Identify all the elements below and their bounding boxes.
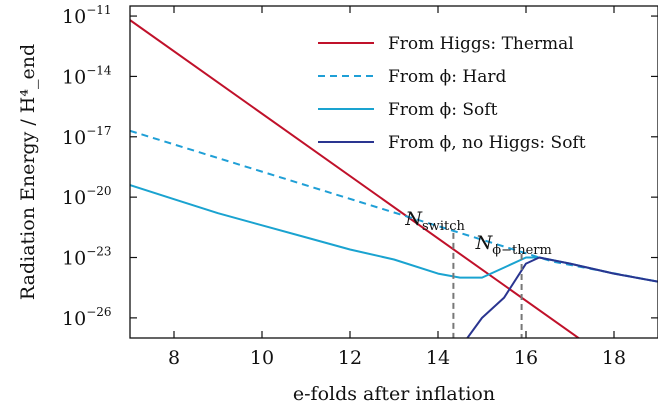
series-line-3 xyxy=(466,256,658,338)
legend: From Higgs: Thermal From ϕ: Hard From ϕ: S… xyxy=(318,34,586,153)
y-tick-label: 10−26 xyxy=(62,305,112,330)
y-tick-label: 10−20 xyxy=(62,184,112,209)
x-tick-label: 8 xyxy=(168,347,180,369)
y-tick-label: 10−17 xyxy=(62,124,112,149)
annotation-label: Nϕ−therm xyxy=(475,232,552,258)
plot-frame xyxy=(129,5,658,339)
x-tick-label: 18 xyxy=(602,347,626,369)
plot-area xyxy=(130,19,658,338)
x-tick-label: 10 xyxy=(250,347,274,369)
legend-entry: From Higgs: Thermal xyxy=(388,34,574,54)
x-axis-label: e-folds after inflation xyxy=(293,383,495,405)
series-line-0 xyxy=(130,19,581,338)
annotation-layer: Nswitch Nϕ−therm xyxy=(404,208,552,338)
series-line-1 xyxy=(130,129,658,283)
y-tick-label: 10−14 xyxy=(62,63,112,88)
legend-entry: From ϕ, no Higgs: Soft xyxy=(388,133,586,153)
y-axis-label: Radiation Energy / H⁴_end xyxy=(17,44,39,300)
x-tick-label: 14 xyxy=(426,347,450,369)
y-tick-label: 10−11 xyxy=(62,3,112,28)
annotation-label: Nswitch xyxy=(404,208,465,234)
x-tick-label: 16 xyxy=(514,347,538,369)
tick-layer: 8 10 12 14 16 18 10−11 10−14 10−17 10−20 10−23 10−2… xyxy=(62,3,658,369)
legend-entry: From ϕ: Soft xyxy=(388,100,498,120)
x-tick-label: 12 xyxy=(338,347,362,369)
y-tick-label: 10−23 xyxy=(62,245,112,270)
legend-entry: From ϕ: Hard xyxy=(388,67,506,87)
